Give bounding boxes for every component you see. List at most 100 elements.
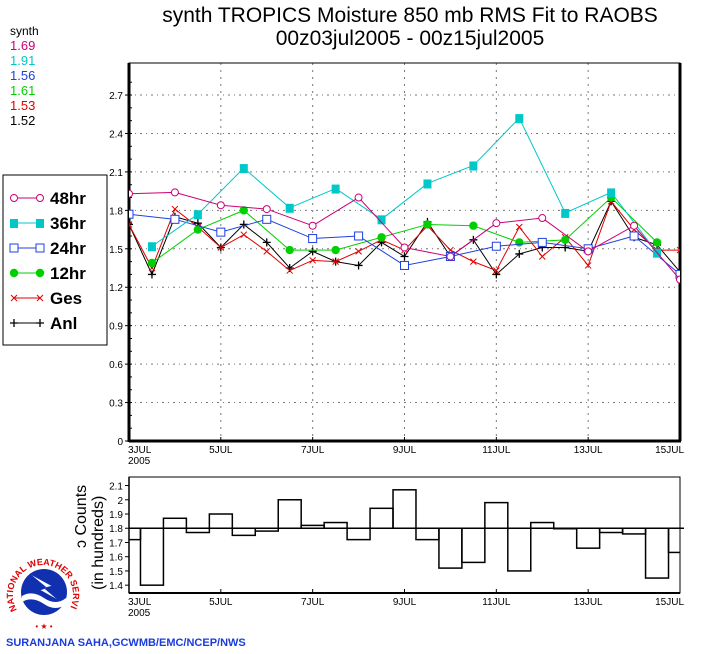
data-point-48hr — [354, 193, 363, 202]
data-point-24hr — [491, 241, 501, 251]
bottom-y-tick-label: 1.4 — [109, 581, 123, 592]
x-year-label: 2005 — [128, 456, 151, 467]
data-point-anl — [308, 247, 317, 256]
bottom-x-tick-label: 7JUL — [301, 597, 325, 608]
bottom-y-tick-label: 1.7 — [109, 538, 123, 549]
bottom-y-label-units: (in hundreds) — [90, 496, 107, 590]
legend-marker — [35, 243, 45, 253]
count-bar — [644, 527, 670, 579]
count-bar — [277, 499, 302, 529]
count-bar — [575, 527, 601, 549]
data-point-anl — [239, 220, 248, 229]
x-tick-label: 5JUL — [209, 445, 233, 456]
data-point-24hr — [629, 231, 639, 241]
data-point-36hr — [331, 184, 340, 194]
top-plot: 0 0.3 0.6 0.9 1.2 1.5 1.8 2.1 2.4 2.7 3JUL 5JUL 7JUL… — [109, 62, 684, 467]
legend-label: 24hr — [50, 239, 86, 258]
legend-label: Ges — [50, 289, 82, 308]
count-bar — [323, 521, 348, 529]
legend-label: 12hr — [50, 264, 86, 283]
data-point-ges — [676, 246, 680, 254]
count-bar — [162, 517, 188, 529]
data-point-48hr — [676, 275, 680, 284]
stat-48hr: 1.69 — [10, 38, 35, 53]
series-line-12hr — [151, 196, 658, 264]
data-point-36hr — [193, 210, 202, 220]
data-point-48hr — [308, 221, 317, 230]
chart-subtitle: 00z03jul2005 - 00z15jul2005 — [276, 27, 545, 50]
count-bar — [415, 527, 440, 541]
bottom-y-tick-label: 2 — [117, 496, 123, 507]
y-tick-label: 0.9 — [109, 322, 123, 333]
data-point-ges — [240, 231, 248, 239]
legend-marker — [36, 194, 44, 202]
data-point-anl — [262, 238, 271, 247]
data-point-anl — [515, 249, 524, 258]
data-point-48hr — [630, 221, 639, 230]
stat-anl: 1.52 — [10, 113, 35, 128]
bottom-y-tick-label: 1.8 — [109, 524, 123, 535]
legend-marker — [9, 243, 19, 253]
data-point-48hr — [584, 247, 593, 256]
series-12hr — [147, 193, 662, 268]
bottom-y-tick-label: 1.9 — [109, 510, 123, 521]
stat-36hr: 1.91 — [10, 53, 35, 68]
data-point-ges — [309, 256, 317, 264]
data-point-24hr — [129, 209, 134, 219]
data-point-ges — [492, 267, 500, 274]
y-tick-label: 0.3 — [109, 399, 123, 410]
data-point-ges — [286, 267, 294, 274]
credit-text: SURANJANA SAHA,GCWMB/EMC/NCEP/NWS — [6, 637, 246, 649]
bars — [129, 489, 680, 586]
bottom-x-tick-label: 9JUL — [393, 597, 417, 608]
bottom-plot: 1.4 1.5 1.6 1.7 1.8 1.9 2 2.1 3JUL 5JUL 7JUL 9JUL 11… — [73, 476, 684, 619]
data-point-48hr — [538, 214, 547, 223]
data-point-ges — [171, 205, 179, 213]
data-point-12hr — [147, 258, 157, 268]
x-tick-label: 11JUL — [482, 445, 511, 456]
data-point-ges — [217, 244, 225, 251]
legend-marker — [36, 294, 44, 302]
legend-marker — [35, 268, 45, 278]
legend-marker — [10, 294, 18, 302]
data-point-ges — [584, 262, 592, 269]
y-tick-label: 1.2 — [109, 283, 123, 294]
data-point-48hr — [446, 252, 455, 261]
count-bar — [208, 513, 234, 529]
bottom-x-tick-label: 13JUL — [574, 597, 603, 608]
y-label-text: Counts — [73, 485, 90, 536]
legend-marker — [10, 194, 18, 202]
y-tick-label: 2.1 — [109, 168, 123, 179]
x-tick-label: 7JUL — [301, 445, 325, 456]
y-tick-label: 2.4 — [109, 129, 123, 140]
data-point-48hr — [129, 189, 133, 198]
series-36hr — [147, 114, 662, 258]
data-point-24hr — [354, 231, 364, 241]
y-tick-label: 0 — [117, 437, 123, 448]
data-point-36hr — [469, 161, 478, 171]
logo-wave — [22, 593, 66, 608]
data-point-24hr — [216, 227, 226, 237]
data-point-24hr — [400, 260, 409, 270]
bottom-y-tick-label: 1.5 — [109, 567, 123, 578]
stats-header: synth — [10, 24, 39, 38]
bottom-x-tick-label: 11JUL — [482, 597, 511, 608]
count-bar — [392, 489, 417, 529]
data-point-24hr — [262, 214, 272, 224]
data-point-48hr — [170, 188, 179, 197]
data-point-anl — [354, 261, 363, 270]
count-bar — [231, 527, 257, 537]
bottom-x-tick-label: 15JUL — [655, 597, 684, 608]
data-point-12hr — [193, 225, 203, 234]
legend-item-12hr: 12hr — [9, 264, 86, 283]
legend-marker — [10, 319, 18, 327]
bottom-x-tick-label: 5JUL — [209, 597, 233, 608]
data-point-36hr — [377, 215, 386, 225]
logo-lightning-icon — [29, 573, 59, 601]
y-tick-label: 0.6 — [109, 360, 123, 371]
data-point-48hr — [492, 219, 501, 228]
data-point-ges — [129, 221, 133, 228]
count-bar — [438, 527, 463, 569]
data-point-12hr — [469, 221, 478, 230]
